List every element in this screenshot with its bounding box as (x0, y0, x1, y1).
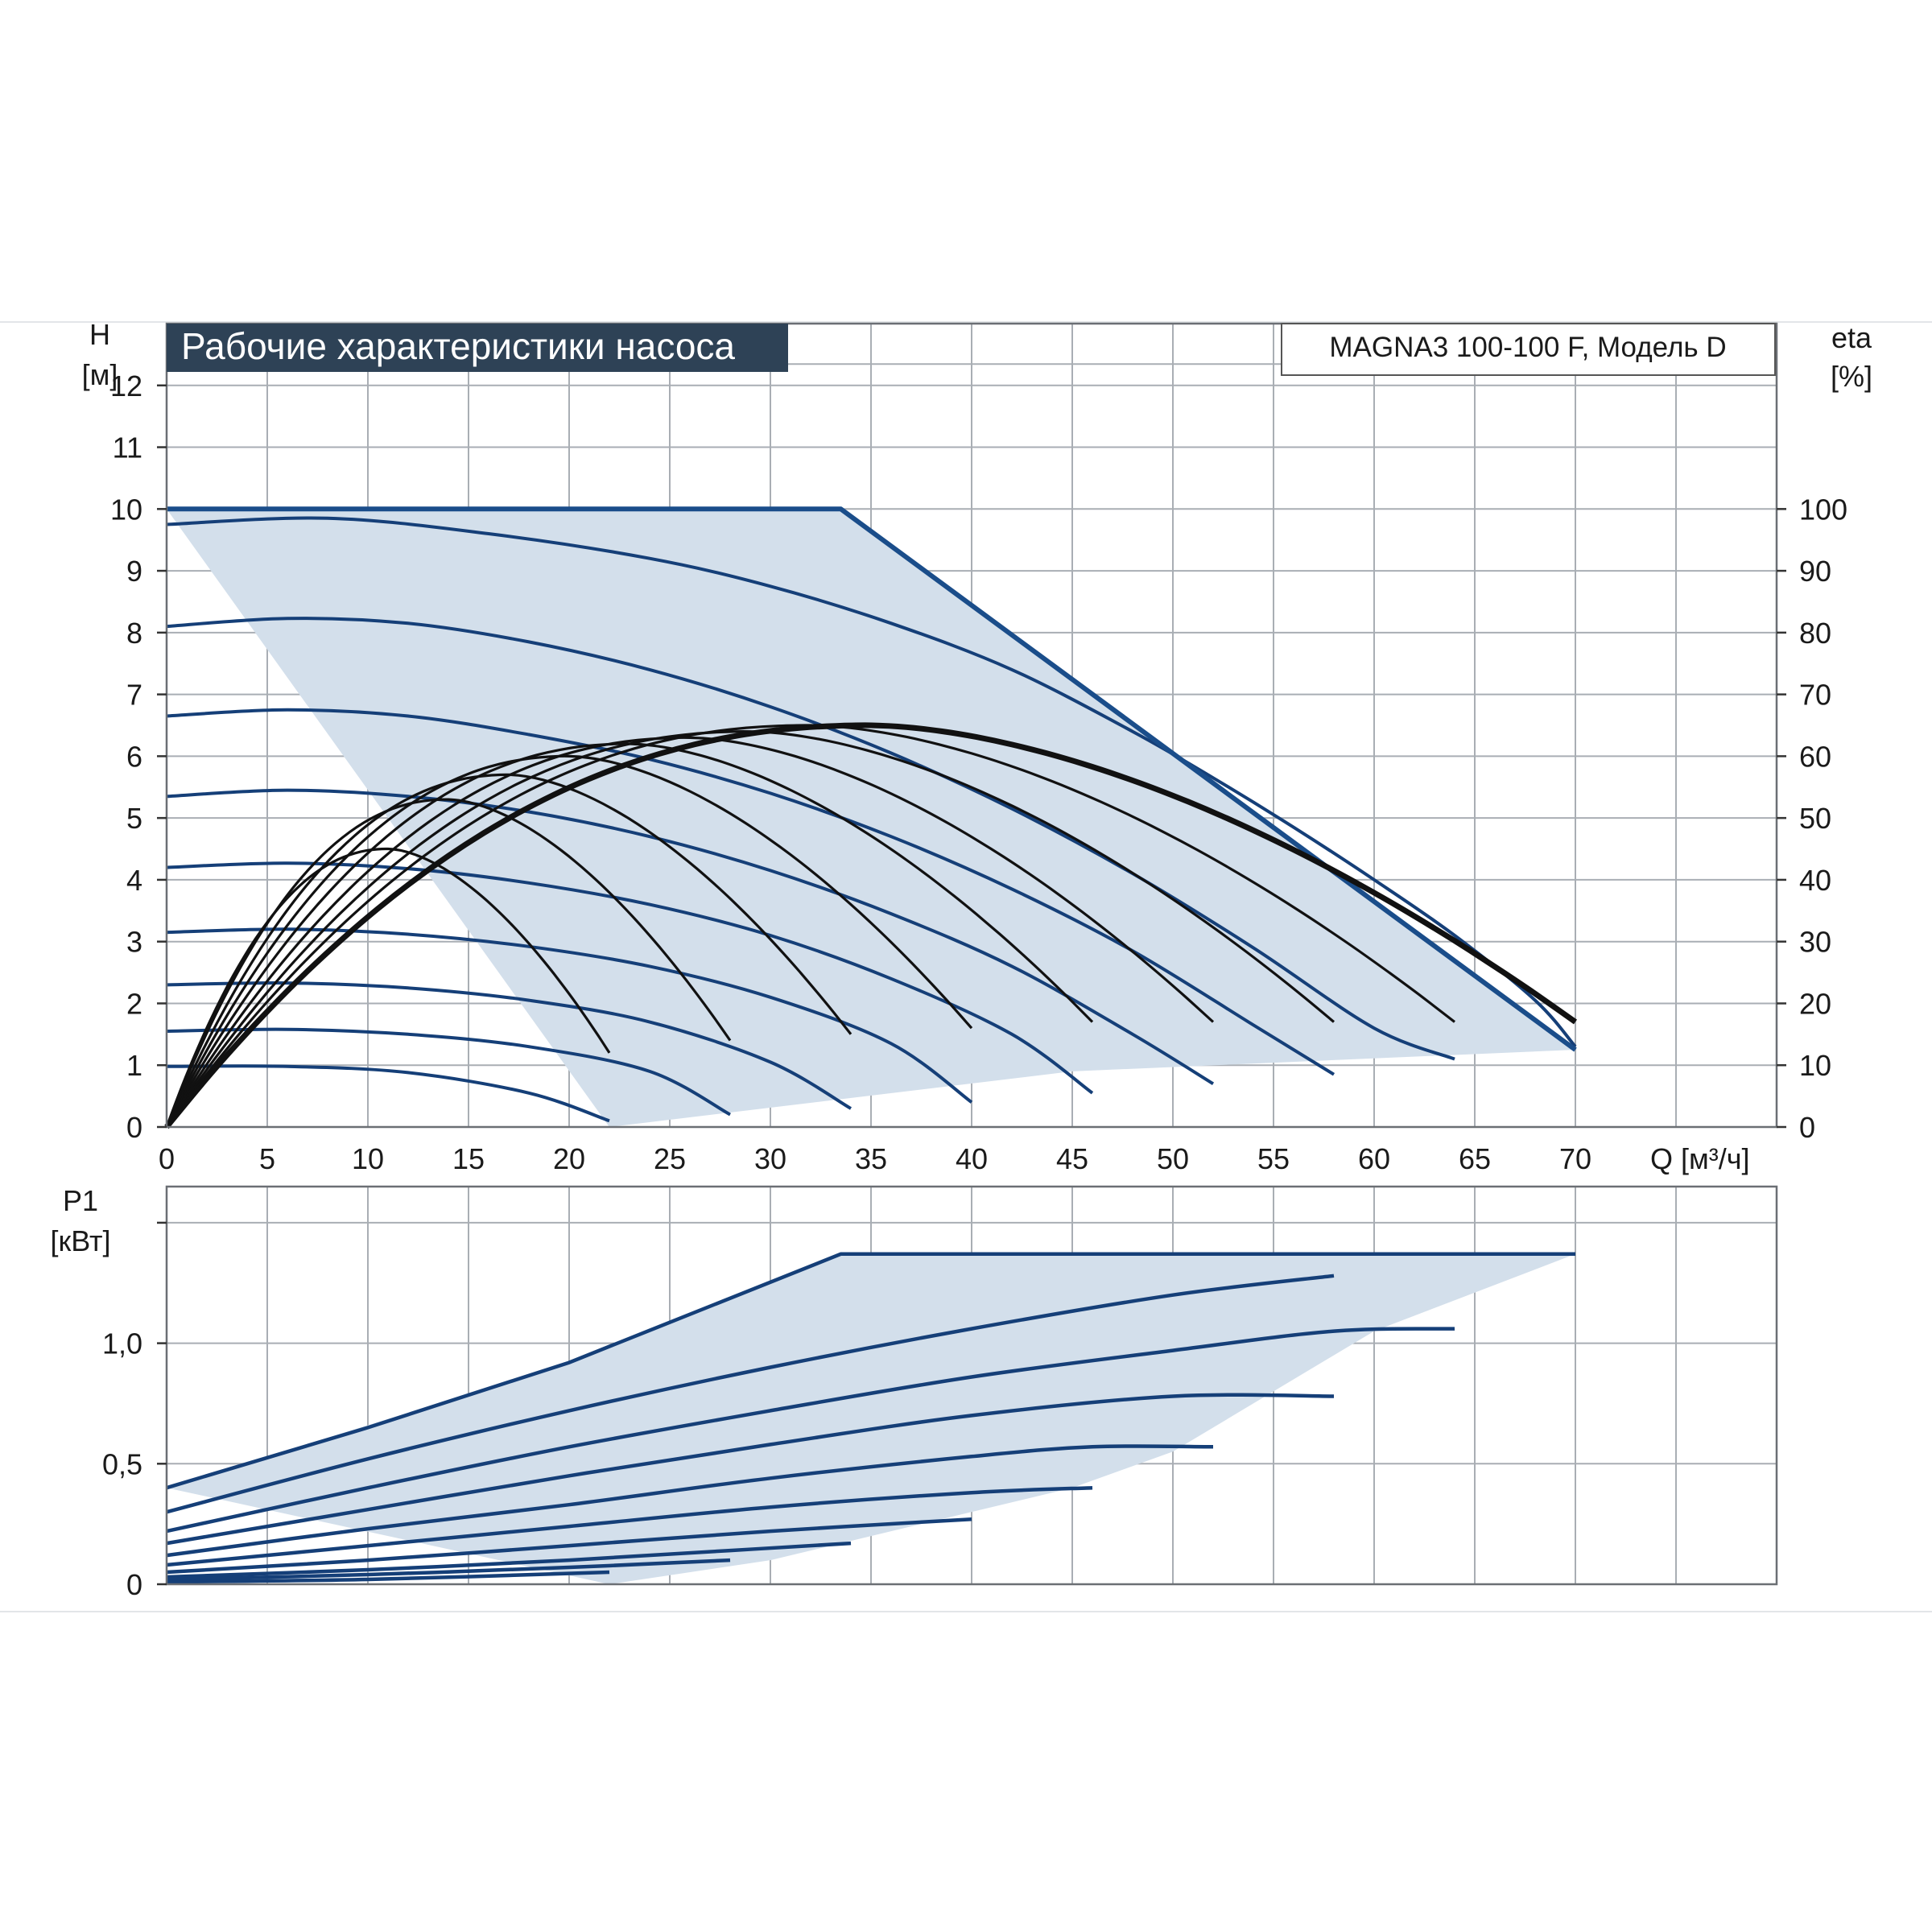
q-tick-label: 30 (754, 1142, 786, 1175)
head-tick-label: 5 (126, 802, 142, 835)
q-tick-label: 25 (654, 1142, 686, 1175)
head-tick-label: 9 (126, 555, 142, 588)
chart-title: Рабочие характеристики насоса (181, 325, 735, 367)
power-curve (166, 1444, 1214, 1558)
q-axis-ticks: 0 5 10 15 20 25 30 35 40 45 50 55 60 65 70 (159, 1142, 1591, 1175)
head-axis-label: H (89, 318, 110, 351)
power-curve (166, 1570, 610, 1584)
efficiency-axis-ticks: 0 10 20 30 40 50 60 70 80 90 100 (1777, 493, 1847, 1144)
head-tick-label: 8 (126, 617, 142, 650)
power-axis-ticks: 0 0,5 1,0 (102, 1221, 167, 1601)
efficiency-tick-label: 100 (1799, 493, 1847, 526)
power-tick-label: 1,0 (102, 1327, 142, 1360)
head-curve (166, 516, 1577, 1048)
efficiency-curve (165, 729, 1335, 1128)
efficiency-curves (164, 722, 1578, 1129)
power-curves (166, 1252, 1575, 1584)
efficiency-tick-label: 20 (1799, 987, 1831, 1020)
efficiency-tick-label: 60 (1799, 740, 1831, 773)
efficiency-curve (165, 754, 973, 1128)
q-axis-label: Q [м³/ч] (1650, 1142, 1750, 1175)
q-tick-label: 20 (553, 1142, 585, 1175)
power-curve (166, 1485, 1093, 1567)
head-axis-unit: [м] (82, 358, 118, 391)
efficiency-tick-label: 80 (1799, 617, 1831, 650)
efficiency-curve (165, 742, 1094, 1128)
power-curve (166, 1274, 1335, 1514)
head-tick-label: 4 (126, 864, 142, 897)
head-curve (166, 617, 1455, 1061)
upper-frame (165, 322, 1778, 1129)
head-tick-label: 12 (110, 369, 142, 402)
head-tick-label: 3 (126, 926, 142, 959)
efficiency-tick-label: 50 (1799, 802, 1831, 835)
power-curve (166, 1558, 731, 1582)
power-operating-envelope (167, 1253, 1575, 1584)
q-tick-label: 5 (259, 1142, 275, 1175)
head-tick-label: 2 (126, 987, 142, 1020)
efficiency-tick-label: 40 (1799, 864, 1831, 897)
q-tick-label: 35 (855, 1142, 887, 1175)
head-tick-label: 0 (126, 1111, 142, 1144)
power-plot: 0 0,5 1,0 P1 [кВт] (50, 1184, 1778, 1601)
q-tick-label: 70 (1559, 1142, 1591, 1175)
efficiency-tick-label: 90 (1799, 555, 1831, 588)
power-curve (166, 1252, 1575, 1490)
q-tick-label: 15 (452, 1142, 485, 1175)
power-tick-label: 0,5 (102, 1447, 142, 1480)
lower-frame (165, 1185, 1778, 1586)
power-curve (166, 1327, 1455, 1534)
efficiency-tick-label: 10 (1799, 1049, 1831, 1082)
power-curve (166, 1517, 972, 1575)
q-tick-label: 55 (1257, 1142, 1290, 1175)
power-axis-unit: [кВт] (50, 1224, 110, 1257)
efficiency-curve (165, 736, 1215, 1128)
q-tick-label: 0 (159, 1142, 175, 1175)
model-label: MAGNA3 100-100 F, Модель D (1329, 332, 1726, 363)
head-operating-envelope (167, 509, 1575, 1127)
power-curve (166, 1541, 852, 1579)
power-curve (166, 1393, 1335, 1546)
head-curves (166, 516, 1577, 1123)
efficiency-axis-label: eta (1831, 321, 1872, 354)
head-curve (166, 1027, 731, 1117)
q-tick-label: 45 (1056, 1142, 1088, 1175)
head-tick-label: 6 (126, 740, 142, 773)
q-tick-label: 65 (1459, 1142, 1491, 1175)
efficiency-tick-label: 0 (1799, 1111, 1815, 1144)
q-tick-label: 60 (1358, 1142, 1390, 1175)
head-tick-label: 11 (113, 431, 142, 464)
model-box (1281, 323, 1776, 376)
title-box (167, 324, 788, 372)
efficiency-tick-label: 70 (1799, 679, 1831, 712)
head-tick-label: 1 (126, 1049, 142, 1082)
efficiency-axis-unit: [%] (1831, 360, 1872, 393)
head-tick-label: 7 (126, 679, 142, 712)
head-curve (166, 981, 852, 1110)
efficiency-curve (165, 724, 1455, 1128)
head-curve (166, 708, 1335, 1076)
q-tick-label: 50 (1157, 1142, 1189, 1175)
efficiency-tick-label: 30 (1799, 926, 1831, 959)
head-curve (166, 861, 1094, 1095)
q-tick-label: 40 (956, 1142, 988, 1175)
efficiency-curve (165, 773, 852, 1128)
head-tick-label: 10 (110, 493, 142, 526)
efficiency-curve (164, 722, 1578, 1129)
head-curve (166, 1064, 610, 1123)
efficiency-curve (165, 847, 611, 1128)
power-axis-label: P1 (63, 1184, 98, 1217)
q-tick-label: 10 (352, 1142, 384, 1175)
head-curve (166, 927, 973, 1104)
power-tick-label: 0 (126, 1568, 142, 1601)
